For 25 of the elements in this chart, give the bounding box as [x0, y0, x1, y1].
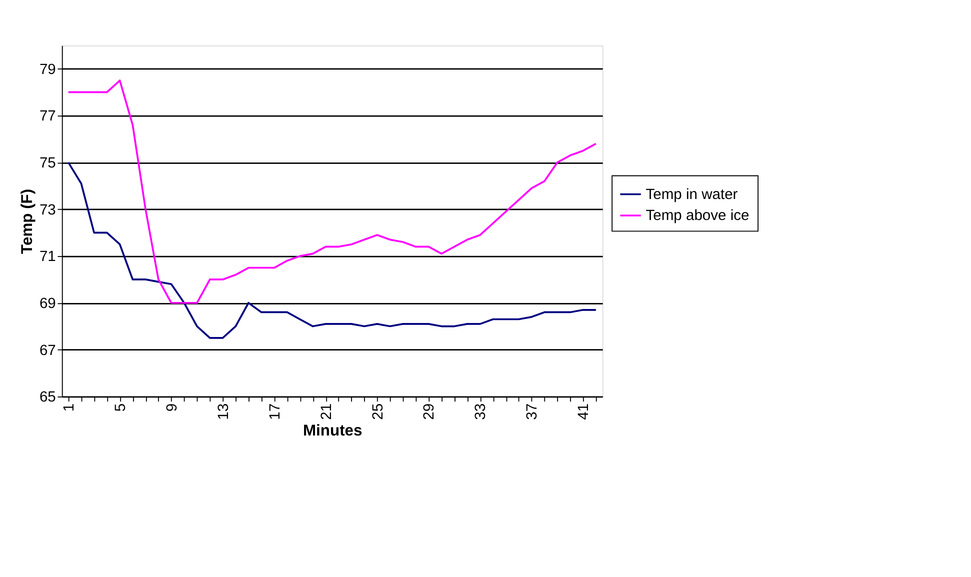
y-tick-label: 79	[39, 62, 56, 78]
x-axis-title: Minutes	[302, 422, 363, 440]
x-tick-label: 1	[61, 403, 78, 412]
y-tick-label: 65	[39, 390, 56, 406]
y-tick-label: 75	[39, 156, 56, 172]
x-tick-label: 21	[318, 403, 335, 420]
y-axis-title: Temp (F)	[19, 188, 36, 254]
x-tick-label: 37	[524, 403, 541, 420]
x-tick-label: 17	[267, 403, 284, 420]
x-tick-label: 5	[112, 403, 129, 412]
legend-label: Temp in water	[646, 186, 738, 203]
x-tick-label: 25	[370, 403, 386, 420]
y-tick-label: 73	[39, 202, 56, 218]
y-tick-label: 69	[39, 296, 56, 312]
y-tick-label: 77	[39, 108, 56, 125]
line-series	[67, 162, 597, 339]
line-series	[67, 80, 597, 304]
y-tick-label: 71	[39, 249, 56, 266]
x-tick-label: 29	[422, 403, 438, 420]
x-tick-label: 13	[216, 403, 232, 420]
x-tick-label: 41	[576, 403, 592, 420]
legend-label: Temp above ice	[646, 208, 750, 224]
y-tick-label: 67	[39, 342, 56, 359]
x-tick-label: 9	[164, 403, 180, 412]
x-tick-label: 33	[473, 403, 490, 420]
